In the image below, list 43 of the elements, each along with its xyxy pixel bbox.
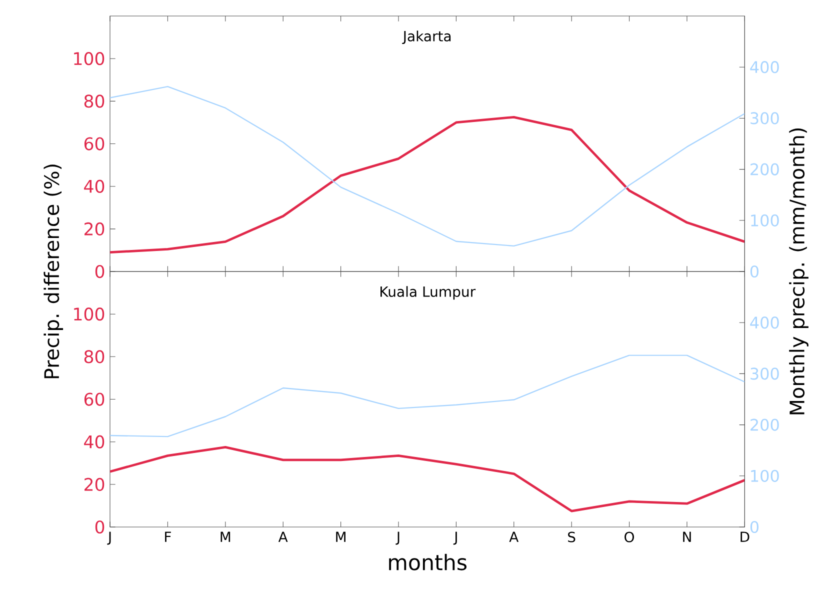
y2-tick-label: 100 <box>751 470 779 482</box>
y-tick-label: 40 <box>84 435 104 448</box>
y-tick-label: 20 <box>84 222 104 236</box>
y-tick-label: 0 <box>95 520 104 534</box>
x-tick-label: O <box>624 532 634 542</box>
y-axis-title: Precip. difference (%) <box>44 164 64 378</box>
y2-axis-title: Monthly precip. (mm/month) <box>789 128 808 414</box>
x-axis-title: months <box>389 554 466 570</box>
x-tick-label: D <box>740 532 750 542</box>
line-series <box>110 116 745 254</box>
y-tick-label: 60 <box>84 137 104 150</box>
y-tick-label: 100 <box>74 308 104 321</box>
x-tick-label: S <box>568 532 576 542</box>
x-tick-label: M <box>336 532 346 542</box>
y2-tick-label: 300 <box>750 112 779 124</box>
x-tick-label: J <box>107 532 111 545</box>
x-tick-label: A <box>278 532 288 542</box>
x-tick-label: J <box>396 532 400 545</box>
y2-tick-label: 400 <box>750 316 779 329</box>
text: Kuala Lumpur <box>380 286 476 300</box>
y-tick-label: 100 <box>74 52 104 66</box>
y2-tick-label: 300 <box>750 368 779 380</box>
y2-tick-label: 400 <box>750 61 779 74</box>
y-tick-label: 0 <box>95 264 104 278</box>
y-tick-label: 80 <box>84 94 104 108</box>
y-tick-label: 40 <box>84 180 104 193</box>
y-tick-label: 20 <box>84 478 104 491</box>
y2-tick-label: 200 <box>750 418 779 431</box>
line-series <box>110 86 745 247</box>
y-tick-label: 80 <box>84 350 104 364</box>
y2-tick-label: 100 <box>751 214 779 226</box>
line-series <box>110 446 745 512</box>
x-tick-label: A <box>509 532 519 542</box>
x-tick-label: F <box>165 532 171 542</box>
x-tick-label: M <box>220 532 230 542</box>
line-series <box>110 354 745 438</box>
y2-tick-label: 200 <box>750 163 779 176</box>
y2-tick-label: 0 <box>750 520 759 534</box>
text: Jakarta <box>402 30 451 44</box>
y-tick-label: 60 <box>84 392 104 406</box>
y2-tick-label: 0 <box>750 265 759 278</box>
x-tick-label: N <box>683 532 691 542</box>
x-tick-label: J <box>453 532 457 545</box>
